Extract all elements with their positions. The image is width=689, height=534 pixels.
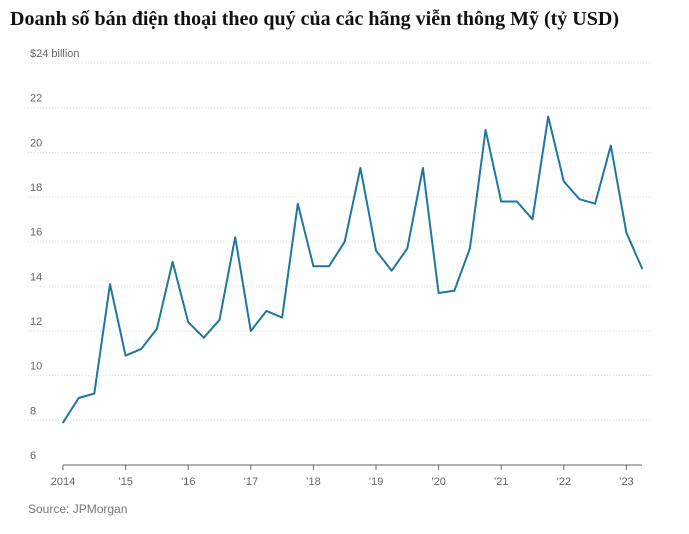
x-tick-label: ’21 bbox=[494, 476, 509, 488]
source-note: Source: JPMorgan bbox=[28, 502, 128, 516]
data-point bbox=[265, 310, 268, 312]
x-axis: 2014 ’15 ’16 ’17 ’18 ’19 ’20 ’21 ’22 ’23 bbox=[51, 464, 642, 488]
data-point bbox=[124, 354, 127, 357]
y-tick-label: 6 bbox=[30, 450, 36, 462]
data-point bbox=[109, 283, 111, 285]
x-tick-label: ’17 bbox=[243, 476, 258, 488]
data-point bbox=[328, 265, 330, 268]
series-line bbox=[62, 115, 644, 424]
x-tick-label: ’19 bbox=[369, 476, 384, 488]
series bbox=[62, 115, 644, 424]
data-point bbox=[62, 421, 64, 424]
data-point bbox=[375, 249, 377, 252]
data-point bbox=[171, 260, 174, 263]
y-tick-label: 22 bbox=[30, 93, 42, 105]
data-point bbox=[77, 397, 80, 399]
data-point bbox=[594, 202, 596, 205]
data-point bbox=[609, 144, 612, 147]
y-tick-label: 12 bbox=[30, 316, 42, 328]
data-point bbox=[437, 292, 440, 294]
data-point bbox=[453, 290, 456, 292]
y-tick-label: $24 billion bbox=[30, 48, 80, 60]
data-point bbox=[641, 267, 643, 270]
data-point bbox=[250, 330, 252, 332]
data-point bbox=[578, 198, 581, 201]
x-tick-label: ’15 bbox=[118, 476, 133, 488]
data-point bbox=[203, 336, 205, 339]
x-tick-label: ’16 bbox=[181, 476, 196, 488]
data-point bbox=[422, 167, 424, 169]
grid-lines bbox=[28, 62, 650, 421]
data-point bbox=[500, 200, 503, 203]
x-tick-label: ’22 bbox=[556, 476, 571, 488]
y-tick-label: 10 bbox=[30, 361, 42, 373]
y-tick-label: 18 bbox=[30, 182, 42, 194]
data-point bbox=[406, 247, 409, 250]
data-point bbox=[140, 348, 143, 350]
data-point bbox=[187, 321, 189, 323]
data-point bbox=[281, 316, 283, 319]
y-tick-label: 14 bbox=[30, 271, 42, 283]
x-tick-label: ’20 bbox=[431, 476, 446, 488]
x-tick-label: 2014 bbox=[51, 476, 75, 488]
data-point bbox=[547, 115, 549, 118]
data-point bbox=[625, 231, 628, 234]
x-tick-label: ’23 bbox=[619, 476, 634, 488]
y-axis-ticks: 6 8 10 12 14 16 18 20 22 $24 billion bbox=[30, 48, 80, 462]
data-point bbox=[469, 247, 471, 250]
x-tick-label: ’18 bbox=[306, 476, 321, 488]
data-point bbox=[312, 265, 315, 268]
y-tick-label: 20 bbox=[30, 137, 42, 149]
data-point bbox=[484, 129, 487, 131]
data-point bbox=[563, 180, 565, 183]
data-point bbox=[218, 319, 221, 321]
y-tick-label: 16 bbox=[30, 227, 42, 239]
data-point bbox=[343, 240, 346, 243]
data-point bbox=[156, 327, 158, 330]
y-tick-label: 8 bbox=[30, 405, 36, 417]
data-point bbox=[531, 218, 534, 221]
data-point bbox=[234, 236, 236, 238]
data-point bbox=[359, 167, 362, 169]
data-point bbox=[93, 392, 96, 395]
data-point bbox=[516, 200, 518, 203]
data-point bbox=[390, 269, 393, 272]
data-point bbox=[296, 202, 299, 205]
chart-title: Doanh số bán điện thoại theo quý của các… bbox=[10, 8, 619, 30]
